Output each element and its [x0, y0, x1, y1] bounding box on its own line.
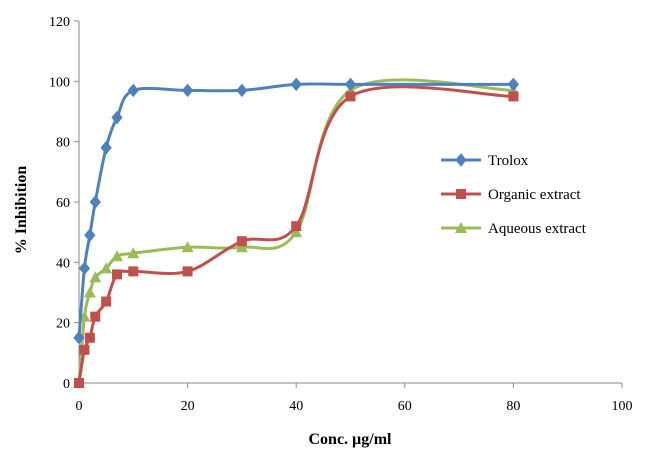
- x-tick-label: 100: [612, 399, 633, 414]
- series-trolox: [73, 77, 520, 345]
- y-tick-label: 100: [49, 75, 70, 90]
- data-point: [84, 332, 95, 343]
- data-point: [101, 296, 112, 307]
- data-point: [100, 140, 112, 155]
- legend-label: Organic extract: [488, 187, 581, 203]
- x-tick-label: 20: [181, 399, 195, 414]
- y-tick-label: 80: [56, 136, 70, 151]
- data-point: [291, 221, 302, 232]
- data-point: [83, 286, 96, 298]
- legend-item: Aqueous extract: [441, 221, 587, 237]
- data-point: [74, 378, 84, 388]
- data-point: [290, 226, 303, 238]
- data-point: [236, 83, 248, 98]
- data-point: [79, 344, 90, 355]
- data-point: [182, 266, 193, 277]
- y-axis-title: % Inhibition: [13, 166, 30, 255]
- data-point: [111, 110, 123, 125]
- data-point: [78, 261, 91, 276]
- legend-marker: [455, 222, 467, 233]
- axes: 0 20 40 60 80 100 120 0 20 40 60 80 100: [49, 15, 633, 414]
- y-tick-label: 60: [56, 196, 70, 211]
- legend-label: Trolox: [488, 153, 529, 169]
- data-point: [112, 269, 123, 280]
- x-tick-label: 40: [289, 399, 303, 414]
- legend-label: Aqueous extract: [488, 221, 587, 237]
- data-point: [84, 228, 96, 242]
- data-point: [345, 91, 356, 102]
- data-point: [236, 236, 247, 247]
- x-tick-label: 0: [76, 399, 83, 414]
- y-tick-label: 40: [56, 256, 70, 271]
- data-point: [127, 247, 140, 259]
- data-point: [181, 241, 194, 253]
- data-point: [89, 195, 101, 209]
- y-tick-label: 0: [63, 377, 70, 392]
- data-point: [73, 330, 85, 345]
- x-axis-title: Conc. µg/ml: [309, 431, 393, 448]
- data-point: [181, 83, 194, 98]
- data-point: [127, 83, 139, 98]
- legend-marker: [456, 189, 466, 199]
- data-point: [128, 266, 139, 277]
- series-group: [73, 77, 520, 388]
- data-point: [111, 250, 124, 262]
- x-tick-label: 60: [398, 399, 412, 414]
- legend-item: Organic extract: [441, 187, 581, 203]
- legend-marker: [455, 153, 467, 167]
- legend-item: Trolox: [441, 153, 529, 169]
- series-line: [77, 82, 514, 338]
- data-point: [235, 241, 248, 253]
- data-point: [90, 311, 101, 322]
- data-point: [507, 77, 520, 92]
- series-organic-extract: [74, 85, 519, 388]
- series-aqueous-extract: [73, 78, 520, 388]
- data-point: [344, 77, 357, 92]
- y-tick-label: 120: [49, 15, 70, 30]
- legend: Trolox Organic extract Aqueous extract: [441, 153, 587, 237]
- data-point: [100, 262, 113, 274]
- y-tick-label: 20: [56, 317, 70, 332]
- data-point: [290, 77, 302, 92]
- x-tick-label: 80: [506, 399, 520, 414]
- data-point: [508, 91, 519, 102]
- data-point: [89, 271, 102, 283]
